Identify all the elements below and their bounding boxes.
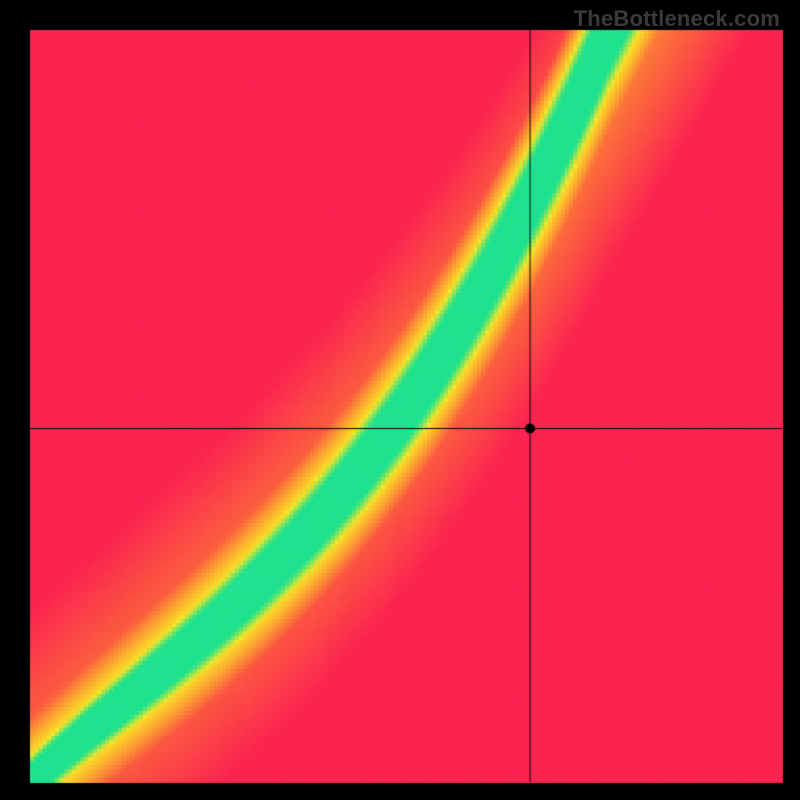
chart-container: TheBottleneck.com [0,0,800,800]
bottleneck-heatmap [0,0,800,800]
watermark-text: TheBottleneck.com [574,6,780,32]
